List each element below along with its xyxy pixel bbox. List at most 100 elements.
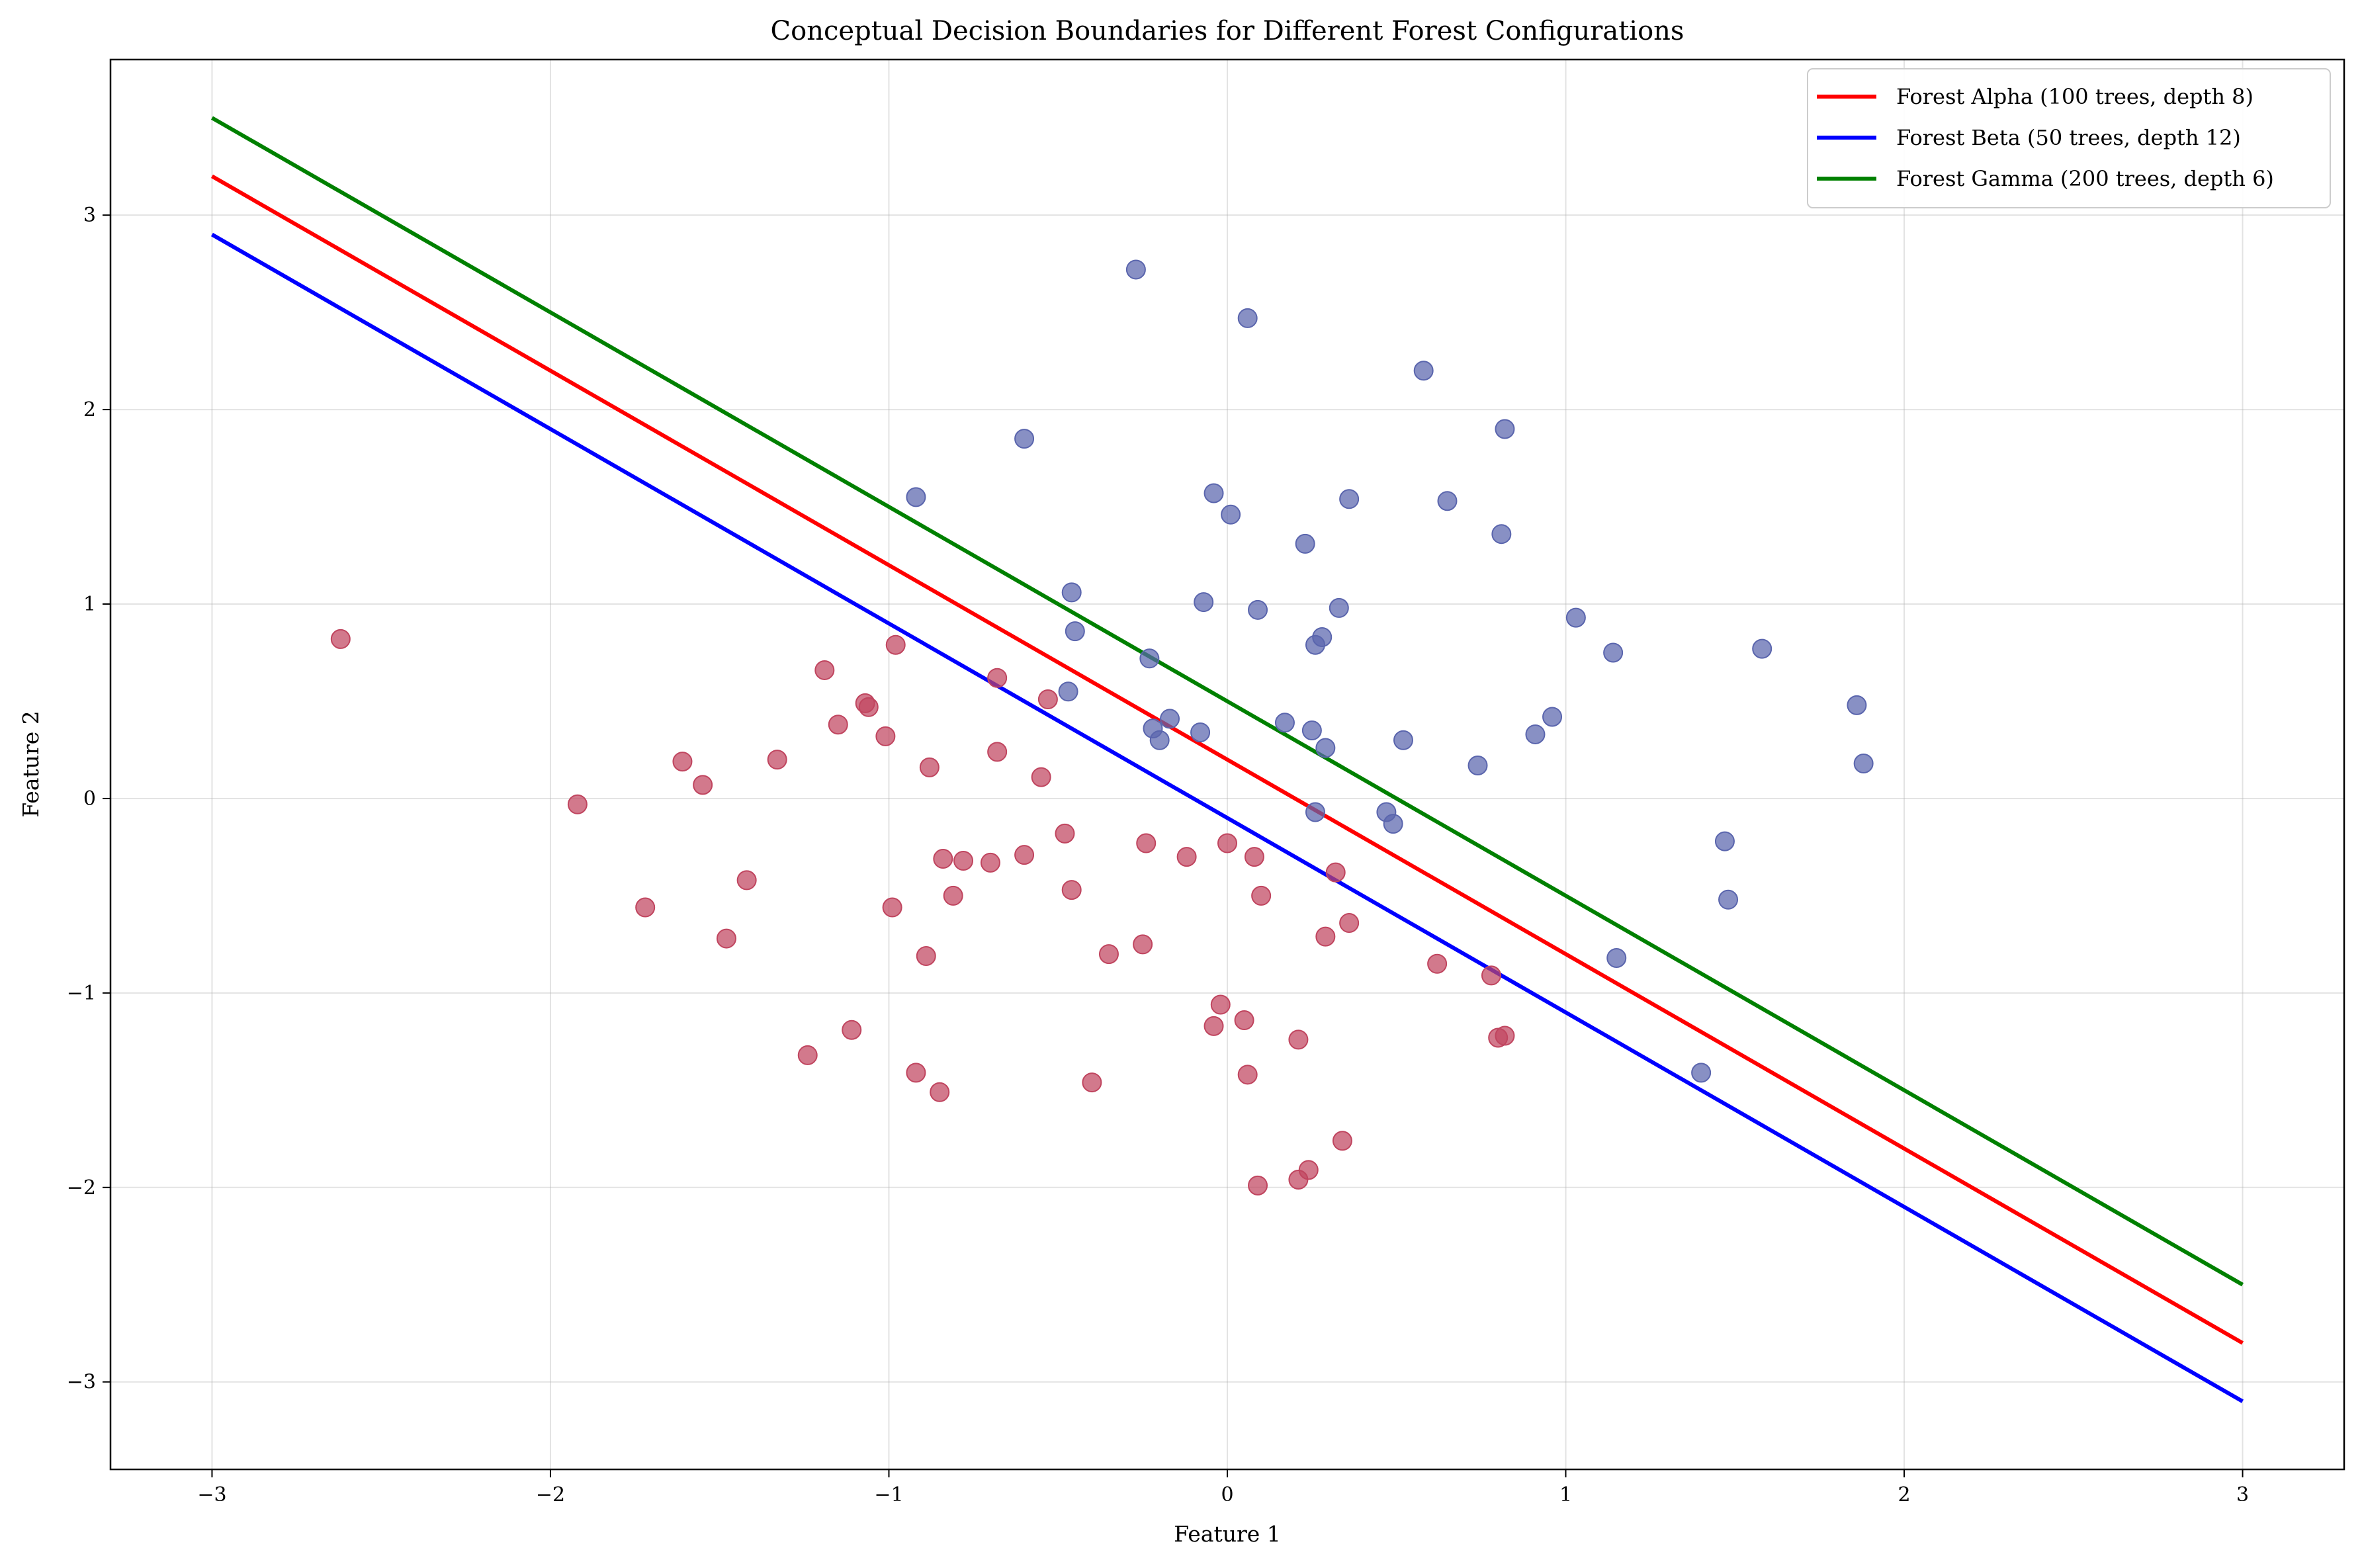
boundary-line-gamma — [210, 116, 2244, 1287]
x-tick-label: 0 — [1221, 1483, 1233, 1506]
negative-class-point — [842, 1020, 862, 1040]
x-tick-label: −3 — [197, 1483, 226, 1506]
negative-class-point — [980, 852, 1000, 873]
positive-class-point — [1606, 947, 1627, 968]
positive-class-point — [1383, 814, 1403, 834]
negative-class-point — [1082, 1072, 1102, 1093]
negative-class-point — [1332, 1131, 1352, 1151]
positive-class-point — [1305, 634, 1325, 655]
x-tick-label: −1 — [874, 1483, 903, 1506]
positive-class-point — [1221, 504, 1241, 525]
negative-class-point — [1427, 953, 1448, 974]
positive-class-point — [1603, 642, 1624, 663]
boundary-line-alpha — [210, 174, 2244, 1345]
x-axis-label: Feature 1 — [1174, 1521, 1281, 1547]
negative-class-point — [1288, 1029, 1309, 1050]
negative-class-point — [1014, 845, 1035, 865]
positive-class-point — [1203, 483, 1224, 503]
y-tick-label: −2 — [67, 1176, 96, 1199]
positive-class-point — [1058, 681, 1078, 702]
negative-class-point — [797, 1045, 818, 1065]
negative-class-point — [1136, 833, 1157, 853]
negative-class-point — [330, 629, 351, 649]
negative-class-point — [693, 775, 713, 795]
positive-class-point — [1495, 419, 1515, 439]
y-tick-label: −3 — [67, 1371, 96, 1394]
positive-class-point — [1491, 524, 1512, 544]
negative-class-point — [1203, 1016, 1224, 1036]
positive-class-point — [906, 487, 926, 507]
x-tick-label: −2 — [536, 1483, 565, 1506]
positive-class-point — [1125, 259, 1146, 280]
scatter-points — [330, 259, 1874, 1196]
negative-class-point — [1244, 847, 1264, 867]
positive-class-point — [1437, 491, 1458, 511]
negative-class-point — [875, 726, 896, 746]
positive-class-point — [1160, 709, 1180, 729]
negative-class-point — [1315, 926, 1336, 947]
negative-class-point — [828, 715, 848, 735]
positive-class-point — [1525, 724, 1546, 744]
positive-class-point — [1467, 755, 1488, 775]
negative-class-point — [1098, 944, 1119, 965]
boundary-line-beta — [210, 232, 2244, 1403]
chart-title: Conceptual Decision Boundaries for Diffe… — [771, 16, 1684, 46]
negative-class-point — [933, 849, 953, 869]
negative-class-point — [1133, 934, 1153, 955]
negative-class-point — [736, 870, 757, 891]
positive-class-point — [1139, 648, 1160, 669]
positive-class-point — [1542, 707, 1563, 727]
negative-class-point — [987, 742, 1008, 762]
x-tick-label: 2 — [1898, 1483, 1910, 1506]
positive-class-point — [1339, 489, 1360, 509]
positive-class-point — [1329, 597, 1349, 618]
positive-class-point — [1714, 831, 1735, 851]
x-tick-label: 1 — [1559, 1483, 1572, 1506]
negative-class-point — [1061, 880, 1082, 900]
negative-class-point — [882, 897, 902, 918]
positive-class-point — [1194, 592, 1214, 613]
y-tick-label: −1 — [67, 982, 96, 1005]
axis-ticks: −3 −2 −1 0 1 2 3 −3 −2 −1 0 1 2 3 — [67, 204, 2249, 1506]
legend-box — [1807, 68, 2331, 208]
positive-class-point — [1149, 730, 1170, 750]
positive-class-point — [1752, 638, 1772, 659]
positive-class-point — [1305, 802, 1325, 822]
negative-class-point — [906, 1063, 926, 1083]
negative-class-point — [567, 794, 588, 814]
y-axis-label: Feature 2 — [18, 711, 44, 818]
negative-class-point — [1481, 965, 1501, 986]
positive-class-point — [1691, 1063, 1712, 1083]
y-tick-label: 0 — [83, 787, 96, 810]
grid-lines — [110, 60, 2344, 1469]
positive-class-point — [1014, 429, 1035, 449]
negative-class-point — [943, 885, 963, 906]
legend-label-alpha: Forest Alpha (100 trees, depth 8) — [1896, 84, 2253, 109]
positive-class-point — [1565, 607, 1586, 628]
negative-class-point — [1217, 833, 1237, 853]
positive-class-point — [1393, 730, 1413, 750]
negative-class-point — [716, 928, 736, 949]
negative-class-point — [814, 660, 835, 680]
positive-class-point — [1847, 695, 1867, 715]
negative-class-point — [1234, 1010, 1254, 1031]
positive-class-point — [1061, 582, 1082, 603]
y-tick-label: 1 — [83, 593, 96, 616]
positive-class-point — [1237, 308, 1258, 328]
positive-class-point — [1853, 754, 1874, 774]
positive-class-point — [1065, 621, 1085, 642]
positive-class-point — [1190, 722, 1211, 743]
legend-label-beta: Forest Beta (50 trees, depth 12) — [1896, 125, 2241, 150]
negative-class-point — [1325, 862, 1346, 883]
negative-class-point — [953, 850, 974, 871]
negative-class-point — [885, 634, 906, 655]
negative-class-point — [1210, 994, 1231, 1015]
positive-class-point — [1248, 599, 1268, 620]
negative-class-point — [1237, 1065, 1258, 1085]
positive-class-point — [1274, 713, 1295, 733]
negative-class-point — [1248, 1175, 1268, 1196]
negative-class-point — [930, 1082, 950, 1102]
negative-class-point — [1288, 1170, 1309, 1190]
